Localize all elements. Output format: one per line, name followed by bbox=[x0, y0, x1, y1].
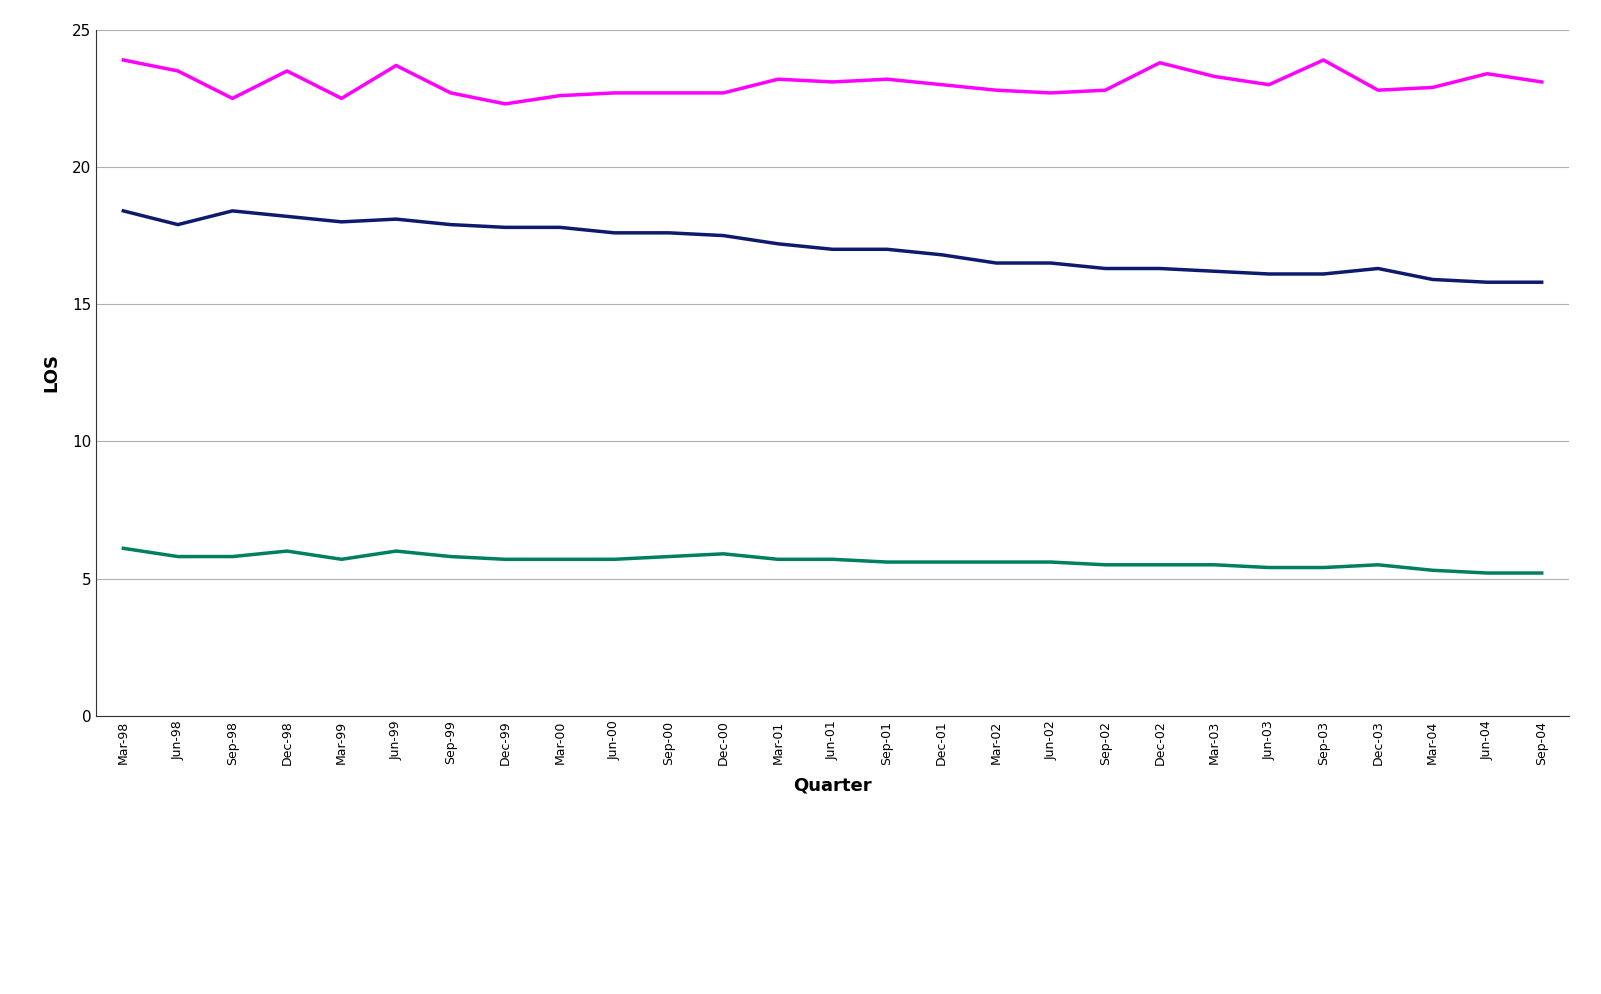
X-axis label: Quarter: Quarter bbox=[792, 776, 873, 794]
Y-axis label: LOS: LOS bbox=[43, 353, 61, 393]
